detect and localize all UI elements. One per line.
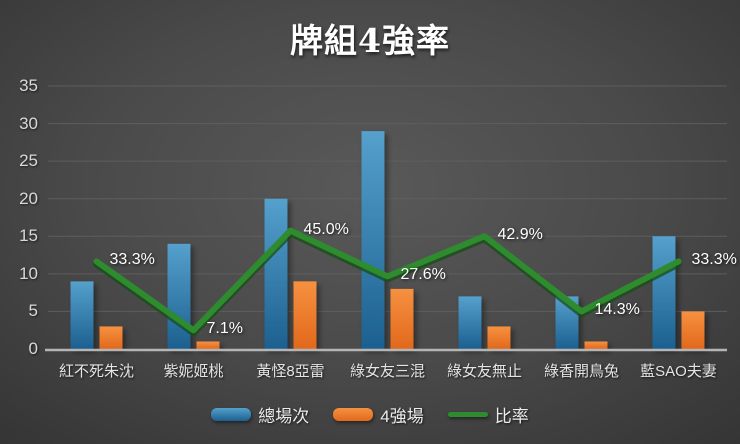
bar-4強場-紅不死朱沈 [99, 326, 123, 349]
legend-marker-top4-games [333, 407, 374, 421]
ratio-line [93, 227, 682, 334]
legend-label-total-games: 總場次 [258, 406, 310, 426]
legend: 總場次 4強場 比率 [0, 401, 740, 427]
bar-4強場-黃怪8亞雷 [293, 281, 317, 349]
bar-總場次-綠女友三混 [361, 131, 385, 349]
legend-item-total-games: 總場次 [211, 402, 309, 427]
legend-marker-ratio [447, 411, 488, 417]
legend-item-ratio: 比率 [447, 402, 529, 427]
bar-總場次-黃怪8亞雷 [264, 198, 288, 349]
bar-總場次-藍SAO夫妻 [652, 236, 676, 349]
legend-marker-total-games [211, 407, 252, 421]
bar-總場次-紫妮姬桃 [167, 243, 191, 349]
bar-4強場-藍SAO夫妻 [681, 311, 705, 349]
legend-item-top4-games: 4強場 [333, 402, 424, 427]
bar-總場次-綠女友無止 [458, 296, 482, 349]
bar-4強場-綠香開鳥兔 [584, 341, 608, 349]
bar-4強場-綠女友三混 [390, 288, 414, 349]
legend-label-ratio: 比率 [494, 406, 529, 426]
bar-4強場-紫妮姬桃 [196, 341, 220, 349]
bar-總場次-紅不死朱沈 [70, 281, 94, 349]
chart-title: 牌組4強率 [290, 21, 450, 60]
legend-label-top4-games: 4強場 [380, 406, 424, 426]
bars [70, 131, 705, 349]
bar-4強場-綠女友無止 [487, 326, 511, 349]
